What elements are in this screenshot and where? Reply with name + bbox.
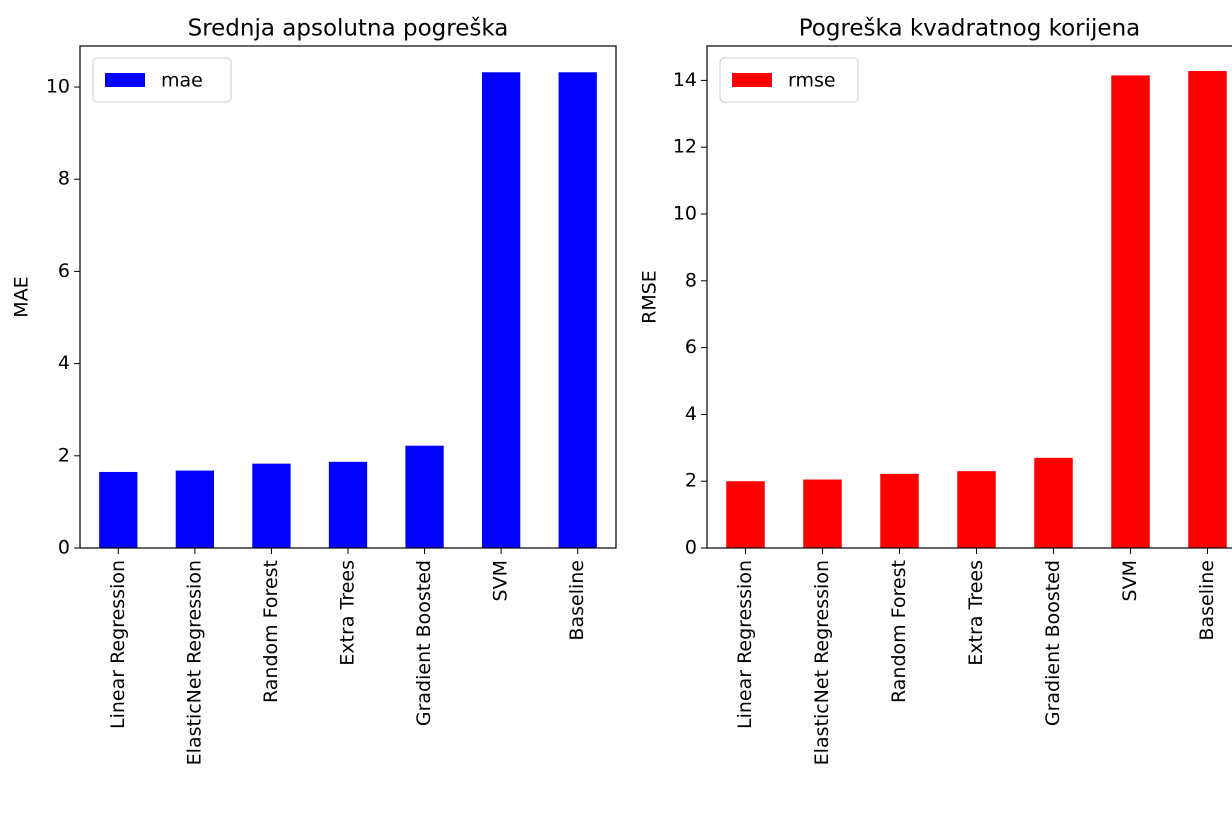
y-tick-label: 10 <box>673 203 697 225</box>
bar <box>1034 457 1073 548</box>
bar <box>482 72 521 548</box>
bar <box>803 479 842 548</box>
x-tick-label: Random Forest <box>888 560 910 703</box>
x-tick-label: Linear Regression <box>107 560 129 729</box>
axes-frame <box>79 45 617 549</box>
y-tick-label: 4 <box>685 403 697 425</box>
y-tick-label: 8 <box>58 168 70 190</box>
x-tick-label: Extra Trees <box>337 560 359 666</box>
x-tick-label: SVM <box>1119 560 1141 601</box>
x-tick-label: Gradient Boosted <box>413 560 435 726</box>
legend-swatch <box>105 73 145 87</box>
bar <box>558 72 597 548</box>
x-tick-label: Gradient Boosted <box>1042 560 1064 726</box>
legend-box <box>719 57 859 103</box>
x-tick-label: Baseline <box>566 560 588 641</box>
y-axis-label: MAE <box>11 276 33 317</box>
bar <box>880 473 919 548</box>
y-axis-label: RMSE <box>639 270 661 324</box>
y-tick-label: 8 <box>685 269 697 291</box>
y-tick-label: 4 <box>58 352 70 374</box>
y-tick-label: 10 <box>46 76 70 98</box>
y-tick-label: 2 <box>58 444 70 466</box>
legend-label: mae <box>161 70 203 92</box>
y-tick-label: 2 <box>685 470 697 492</box>
x-tick-label: ElasticNet Regression <box>183 560 205 765</box>
x-tick-label: Linear Regression <box>734 560 756 729</box>
axes-frame <box>706 45 1232 549</box>
x-tick-label: Baseline <box>1196 560 1218 641</box>
bar <box>252 463 291 548</box>
chart-title: Pogreška kvadratnog korijena <box>799 16 1141 42</box>
bar <box>1111 75 1150 549</box>
bar <box>957 471 996 548</box>
y-tick-label: 14 <box>673 69 697 91</box>
y-tick-label: 12 <box>673 136 697 158</box>
bar <box>328 461 368 548</box>
legend-label: rmse <box>788 70 836 92</box>
bar <box>1188 71 1227 549</box>
bar <box>99 471 138 548</box>
y-tick-label: 6 <box>685 336 697 358</box>
x-tick-label: Random Forest <box>260 560 282 703</box>
x-tick-label: Extra Trees <box>965 560 987 666</box>
y-tick-label: 0 <box>58 537 70 559</box>
chart-title: Srednja apsolutna pogreška <box>188 16 509 42</box>
y-tick-label: 6 <box>58 260 70 282</box>
legend-swatch <box>732 73 772 87</box>
legend-box <box>92 57 232 103</box>
x-tick-label: ElasticNet Regression <box>811 560 833 765</box>
bar <box>726 481 765 548</box>
bar <box>405 445 444 548</box>
bar <box>175 470 214 548</box>
x-tick-label: SVM <box>490 560 512 601</box>
y-tick-label: 0 <box>685 537 697 559</box>
